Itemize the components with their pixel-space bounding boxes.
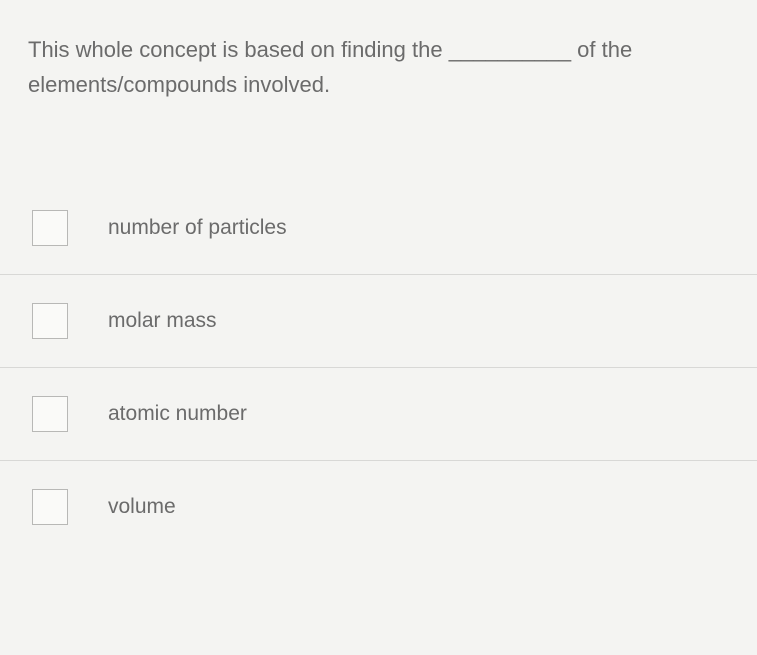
checkbox-option-1[interactable] — [32, 210, 68, 246]
option-row[interactable]: number of particles — [0, 182, 757, 275]
option-label: volume — [108, 495, 176, 519]
checkbox-option-3[interactable] — [32, 396, 68, 432]
option-label: number of particles — [108, 216, 287, 240]
question-container: This whole concept is based on finding t… — [0, 0, 757, 102]
option-row[interactable]: molar mass — [0, 275, 757, 368]
checkbox-option-4[interactable] — [32, 489, 68, 525]
option-row[interactable]: volume — [0, 461, 757, 553]
checkbox-option-2[interactable] — [32, 303, 68, 339]
question-text: This whole concept is based on finding t… — [28, 32, 729, 102]
options-container: number of particles molar mass atomic nu… — [0, 182, 757, 553]
option-row[interactable]: atomic number — [0, 368, 757, 461]
option-label: molar mass — [108, 309, 217, 333]
option-label: atomic number — [108, 402, 247, 426]
